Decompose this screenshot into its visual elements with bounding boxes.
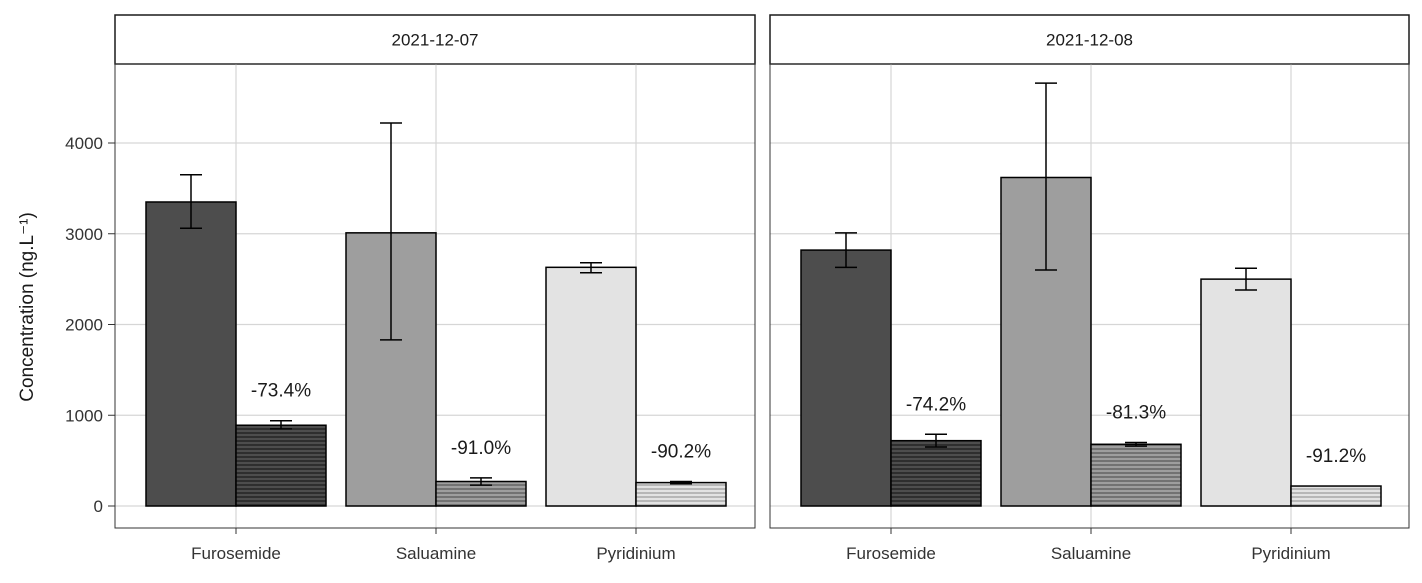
y-tick-label: 3000 <box>65 225 103 244</box>
bar-before <box>545 266 637 507</box>
y-tick-label: 2000 <box>65 316 103 335</box>
facet-strip <box>769 14 1410 65</box>
x-tick-label: Pyridinium <box>596 544 675 563</box>
x-tick-label: Saluamine <box>1051 544 1131 563</box>
bar-before <box>1200 278 1292 507</box>
facet-title: 2021-12-08 <box>1046 31 1133 50</box>
panel-border <box>769 63 1410 529</box>
facet-panel: 2021-12-08 -74.2% Furosemide -81.3% Saluamin… <box>769 14 1410 563</box>
bar-after <box>635 481 727 507</box>
y-axis-title: Concentration (ng.L⁻¹) <box>17 212 38 402</box>
bar-after <box>235 424 327 507</box>
reduction-label: -90.2% <box>651 441 711 462</box>
y-tick-label: 0 <box>94 497 103 516</box>
y-tick-label: 4000 <box>65 134 103 153</box>
facet-panel: 2021-12-07 -73.4% Furosemide -91.0% Saluamin… <box>114 14 756 563</box>
reduction-label: -81.3% <box>1106 402 1166 423</box>
facet-title: 2021-12-07 <box>392 31 479 50</box>
bar-before <box>800 249 892 507</box>
bar-before <box>145 201 237 507</box>
x-tick-label: Saluamine <box>396 544 476 563</box>
reduction-label: -74.2% <box>906 394 966 415</box>
reduction-label: -91.0% <box>451 438 511 459</box>
y-tick-label: 1000 <box>65 406 103 425</box>
facet-strip <box>114 14 756 65</box>
x-tick-label: Furosemide <box>846 544 936 563</box>
x-tick-label: Furosemide <box>191 544 281 563</box>
reduction-label: -91.2% <box>1306 446 1366 467</box>
x-tick-label: Pyridinium <box>1251 544 1330 563</box>
bar-after <box>1290 485 1382 507</box>
bar-after <box>890 439 982 507</box>
reduction-label: -73.4% <box>251 381 311 402</box>
bar-after <box>1090 443 1182 507</box>
panel-border <box>114 63 756 529</box>
